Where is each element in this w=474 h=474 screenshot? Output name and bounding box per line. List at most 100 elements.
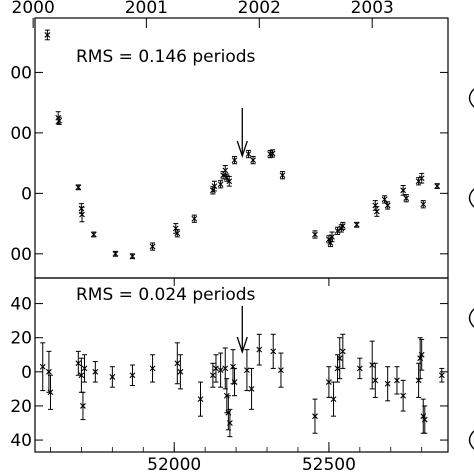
- arrow-head: [236, 336, 248, 355]
- bottom-panel: RMS = 0.024 periods 52000 52500 40 20 0 20 40: [10, 277, 449, 474]
- right-edge-glyph: [468, 188, 474, 208]
- x-marker: [217, 367, 224, 374]
- x-marker: [434, 183, 441, 189]
- x-marker: [394, 377, 400, 384]
- data-point: [79, 206, 85, 223]
- x-marker: [226, 178, 233, 185]
- x-marker: [213, 365, 219, 372]
- data-point: [149, 242, 156, 251]
- bottom-data-points: [39, 333, 445, 438]
- data-point: [213, 354, 219, 383]
- data-point: [129, 253, 136, 260]
- data-point: [250, 155, 256, 165]
- x-marker: [330, 396, 337, 403]
- data-point: [336, 337, 343, 380]
- data-point: [415, 177, 422, 186]
- x-marker: [211, 183, 218, 189]
- data-point: [56, 116, 63, 125]
- data-point: [244, 349, 250, 392]
- x-marker: [79, 211, 85, 218]
- x-marker: [46, 368, 52, 375]
- year-tick-label: 2002: [238, 0, 281, 18]
- x-marker: [197, 396, 204, 403]
- x-marker: [248, 385, 255, 392]
- data-point: [217, 180, 224, 189]
- x-marker: [400, 187, 407, 194]
- x-marker: [250, 157, 256, 163]
- data-point: [209, 362, 216, 388]
- x-marker: [403, 195, 410, 202]
- x-marker: [112, 250, 119, 257]
- x-marker: [217, 181, 224, 188]
- x-marker: [312, 413, 318, 420]
- data-point: [231, 367, 238, 397]
- bottom-panel-annotation: RMS = 0.024 periods: [76, 285, 256, 305]
- y-tick-label: 0: [21, 363, 32, 383]
- data-point: [326, 366, 332, 398]
- right-edge-glyph: [468, 430, 474, 450]
- data-point: [312, 230, 318, 239]
- x-marker: [129, 253, 136, 260]
- data-point: [90, 231, 97, 238]
- x-marker: [209, 372, 216, 379]
- x-marker: [80, 403, 86, 409]
- x-marker: [90, 231, 97, 238]
- data-point: [75, 184, 82, 191]
- x-marker: [278, 367, 284, 374]
- arrow-head: [236, 140, 248, 159]
- data-point: [418, 172, 425, 184]
- x-marker: [438, 372, 445, 379]
- x-marker: [75, 360, 82, 367]
- x-marker: [231, 379, 238, 385]
- data-point: [222, 347, 229, 390]
- x-marker: [381, 196, 388, 203]
- y-tick-label: 40: [10, 295, 32, 315]
- data-point: [92, 361, 99, 383]
- x-marker: [373, 208, 380, 215]
- data-point: [174, 342, 181, 385]
- x-tick-label: 52500: [302, 455, 356, 474]
- data-point: [269, 149, 276, 158]
- x-marker: [149, 243, 156, 250]
- x-marker: [78, 372, 85, 379]
- right-edge-glyph: [468, 88, 474, 108]
- x-marker: [336, 355, 343, 362]
- data-point: [417, 337, 424, 380]
- y-tick-label: 20: [10, 329, 32, 349]
- x-tick-label: 52000: [147, 455, 201, 474]
- data-point: [149, 354, 156, 383]
- x-marker: [326, 379, 332, 385]
- y-tick-label: 00: [10, 124, 32, 144]
- top-panel: RMS = 0.146 periods 2000 2001 2002 2003 000…: [10, 0, 449, 279]
- x-marker: [75, 184, 82, 191]
- x-marker: [339, 348, 346, 355]
- data-point: [421, 405, 428, 434]
- x-marker: [44, 32, 51, 38]
- x-marker: [418, 351, 425, 358]
- data-point: [256, 333, 263, 366]
- x-marker: [81, 365, 88, 372]
- data-point: [174, 229, 181, 238]
- data-point: [330, 381, 337, 417]
- x-marker: [149, 365, 156, 372]
- data-point: [231, 155, 238, 165]
- x-marker: [339, 223, 346, 229]
- x-marker: [384, 380, 391, 387]
- x-marker: [231, 157, 238, 163]
- data-point: [381, 195, 388, 204]
- x-marker: [56, 117, 63, 124]
- x-marker: [227, 420, 233, 426]
- x-marker: [356, 365, 363, 372]
- x-marker: [353, 221, 360, 228]
- data-point: [109, 366, 116, 388]
- data-point: [227, 408, 233, 438]
- data-point: [46, 350, 52, 393]
- data-point: [81, 354, 88, 383]
- data-point: [211, 180, 218, 192]
- x-marker: [39, 363, 46, 370]
- bottom-arrow-marker: [236, 306, 248, 355]
- data-point: [415, 362, 422, 398]
- x-marker: [329, 233, 335, 240]
